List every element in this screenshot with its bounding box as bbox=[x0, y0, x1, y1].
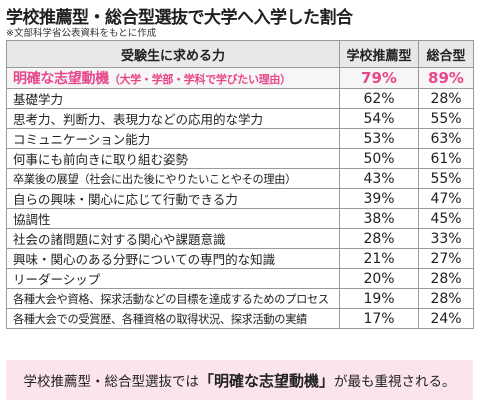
row-value-school-recommendation: 50% bbox=[339, 148, 419, 169]
row-label-sub: （大学・学部・学科で学びたい理由） bbox=[108, 73, 291, 86]
row-value-school-recommendation: 21% bbox=[339, 248, 419, 269]
row-value-school-recommendation: 19% bbox=[339, 288, 419, 309]
row-value-comprehensive: 45% bbox=[418, 208, 474, 229]
row-value-school-recommendation: 17% bbox=[339, 308, 419, 329]
row-label: リーダーシップ bbox=[6, 268, 340, 289]
row-value-school-recommendation: 39% bbox=[339, 188, 419, 209]
column-header-comprehensive: 総合型 bbox=[418, 40, 474, 68]
row-value-comprehensive: 28% bbox=[418, 268, 474, 289]
page-title: 学校推薦型・総合型選抜で大学へ入学した割合 bbox=[6, 8, 353, 28]
row-value-comprehensive: 55% bbox=[418, 168, 474, 189]
row-value-comprehensive: 63% bbox=[418, 128, 474, 149]
table-row: 卒業後の展望（社会に出た後にやりたいことやその理由） 43% 55% bbox=[6, 168, 474, 189]
row-value-school-recommendation: 62% bbox=[339, 88, 419, 109]
row-label: 社会の諸問題に対する関心や課題意識 bbox=[6, 228, 340, 249]
column-header-school-recommendation: 学校推薦型 bbox=[339, 40, 419, 68]
row-value-school-recommendation: 28% bbox=[339, 228, 419, 249]
row-label: 卒業後の展望（社会に出た後にやりたいことやその理由） bbox=[6, 168, 340, 189]
row-value-school-recommendation: 20% bbox=[339, 268, 419, 289]
row-label: 興味・関心のある分野についての専門的な知識 bbox=[6, 248, 340, 269]
table-row-highlight: 明確な志望動機（大学・学部・学科で学びたい理由） 79% 89% bbox=[6, 67, 474, 89]
source-note: ※文部科学省公表資料をもとに作成 bbox=[6, 28, 157, 39]
comparison-table: 受験生に求める力 学校推薦型 総合型 明確な志望動機（大学・学部・学科で学びたい… bbox=[6, 40, 474, 329]
summary-callout: 学校推薦型・総合型選抜では 「明確な志望動機」 が最も重視される。 bbox=[6, 360, 473, 400]
row-value-comprehensive: 55% bbox=[418, 108, 474, 129]
row-value-school-recommendation: 53% bbox=[339, 128, 419, 149]
summary-text-after: が最も重視される。 bbox=[334, 374, 456, 390]
column-header-ability: 受験生に求める力 bbox=[6, 40, 340, 68]
row-label: 思考力、判断力、表現力などの応用的な学力 bbox=[6, 108, 340, 129]
row-value-comprehensive: 33% bbox=[418, 228, 474, 249]
summary-emphasis: 「明確な志望動機」 bbox=[198, 371, 334, 390]
table-row: 協調性 38% 45% bbox=[6, 208, 474, 229]
row-value-comprehensive: 47% bbox=[418, 188, 474, 209]
row-value-school-recommendation: 43% bbox=[339, 168, 419, 189]
row-label-main: 明確な志望動機 bbox=[13, 71, 109, 87]
table-row: 自らの興味・関心に応じて行動できる力 39% 47% bbox=[6, 188, 474, 209]
row-value-comprehensive: 24% bbox=[418, 308, 474, 329]
row-label: 協調性 bbox=[6, 208, 340, 229]
table-row: 何事にも前向きに取り組む姿勢 50% 61% bbox=[6, 148, 474, 169]
row-label: コミュニケーション能力 bbox=[6, 128, 340, 149]
row-label: 自らの興味・関心に応じて行動できる力 bbox=[6, 188, 340, 209]
row-label: 何事にも前向きに取り組む姿勢 bbox=[6, 148, 340, 169]
table-row: 基礎学力 62% 28% bbox=[6, 88, 474, 109]
table-row: リーダーシップ 20% 28% bbox=[6, 268, 474, 289]
table-header-row: 受験生に求める力 学校推薦型 総合型 bbox=[6, 40, 474, 68]
row-value-comprehensive: 27% bbox=[418, 248, 474, 269]
row-label: 各種大会での受賞歴、各種資格の取得状況、探求活動の実績 bbox=[6, 308, 340, 329]
row-label: 明確な志望動機（大学・学部・学科で学びたい理由） bbox=[6, 67, 340, 89]
table-row: 社会の諸問題に対する関心や課題意識 28% 33% bbox=[6, 228, 474, 249]
table-row: コミュニケーション能力 53% 63% bbox=[6, 128, 474, 149]
row-value-comprehensive: 61% bbox=[418, 148, 474, 169]
row-value-comprehensive: 28% bbox=[418, 88, 474, 109]
row-value-comprehensive: 28% bbox=[418, 288, 474, 309]
row-value-school-recommendation: 79% bbox=[339, 67, 419, 89]
row-value-comprehensive: 89% bbox=[418, 67, 474, 89]
row-label: 各種大会や資格、探求活動などの目標を達成するためのプロセス bbox=[6, 288, 340, 309]
table-row: 各種大会や資格、探求活動などの目標を達成するためのプロセス 19% 28% bbox=[6, 288, 474, 309]
summary-text-before: 学校推薦型・総合型選抜では bbox=[23, 374, 199, 390]
table-row: 興味・関心のある分野についての専門的な知識 21% 27% bbox=[6, 248, 474, 269]
row-label: 基礎学力 bbox=[6, 88, 340, 109]
table-row: 思考力、判断力、表現力などの応用的な学力 54% 55% bbox=[6, 108, 474, 129]
row-value-school-recommendation: 54% bbox=[339, 108, 419, 129]
table-row: 各種大会での受賞歴、各種資格の取得状況、探求活動の実績 17% 24% bbox=[6, 308, 474, 329]
row-value-school-recommendation: 38% bbox=[339, 208, 419, 229]
